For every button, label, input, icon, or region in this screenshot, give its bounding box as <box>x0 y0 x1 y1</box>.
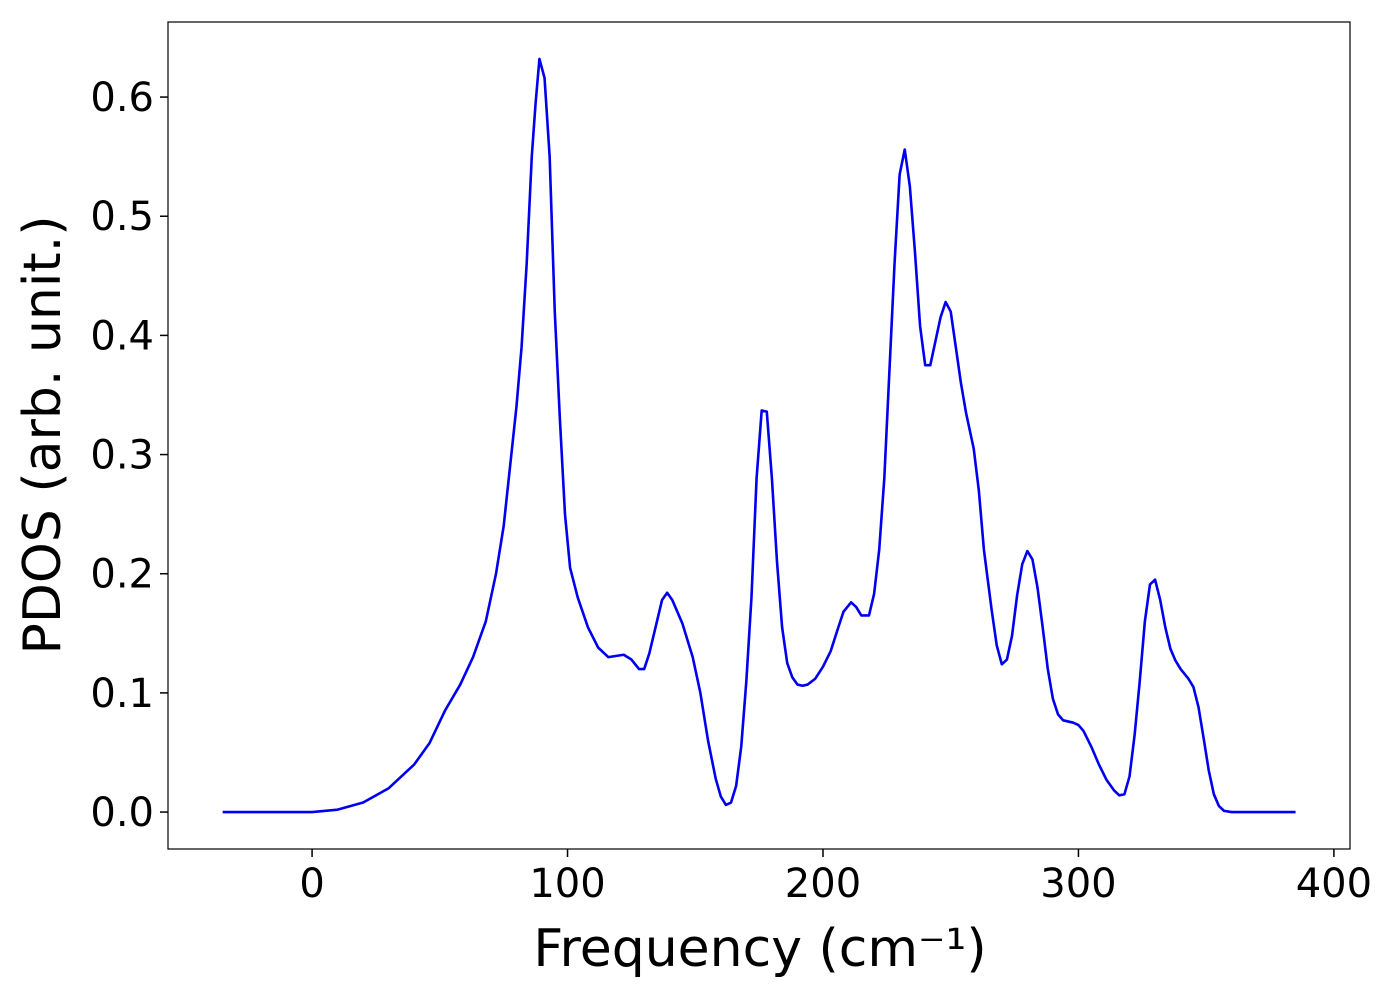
y-tick-label: 0.2 <box>90 552 154 598</box>
x-tick-label: 400 <box>1296 861 1372 907</box>
x-tick-label: 0 <box>299 861 324 907</box>
y-tick-label: 0.6 <box>90 75 154 121</box>
y-tick-label: 0.0 <box>90 790 154 836</box>
x-axis-label: Frequency (cm⁻¹) <box>533 919 986 979</box>
y-tick-label: 0.1 <box>90 671 154 717</box>
y-tick-label: 0.3 <box>90 433 154 479</box>
data-line <box>222 57 1296 814</box>
y-axis-label: PDOS (arb. unit.) <box>13 215 73 654</box>
x-tick-label: 200 <box>785 861 861 907</box>
plot-frame <box>167 21 1351 850</box>
y-tick-label: 0.4 <box>90 313 154 359</box>
x-tick-label: 100 <box>529 861 605 907</box>
x-tick-label: 300 <box>1040 861 1116 907</box>
y-tick-label: 0.5 <box>90 194 154 240</box>
